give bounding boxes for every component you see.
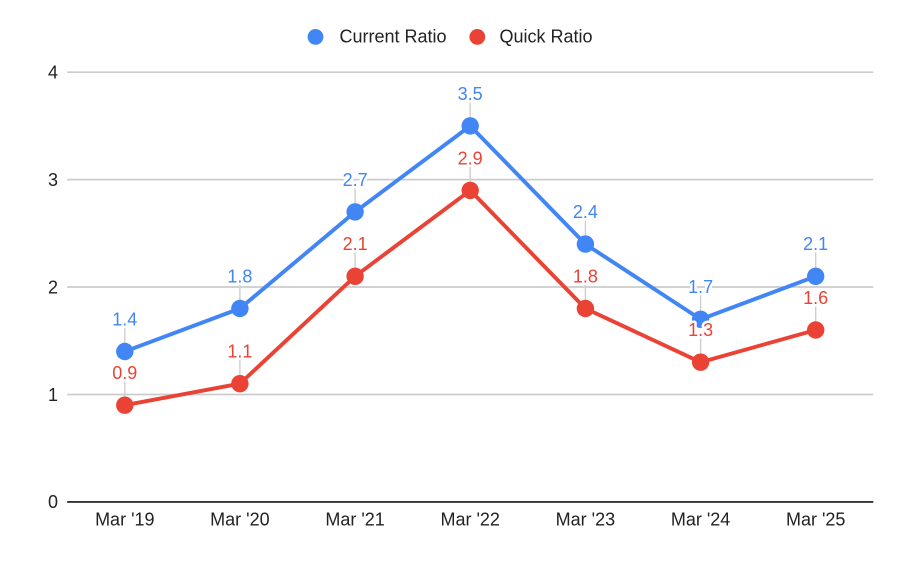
svg-text:Mar '24: Mar '24 [671, 509, 730, 529]
svg-text:Mar '21: Mar '21 [325, 509, 384, 529]
svg-text:1.1: 1.1 [227, 342, 252, 362]
svg-text:Mar '25: Mar '25 [786, 509, 845, 529]
svg-text:1.4: 1.4 [112, 309, 137, 329]
svg-text:0: 0 [48, 492, 58, 512]
svg-text:3: 3 [48, 170, 58, 190]
svg-text:Mar '20: Mar '20 [210, 509, 269, 529]
svg-text:Current Ratio: Current Ratio [340, 26, 447, 46]
svg-text:2.1: 2.1 [343, 234, 368, 254]
svg-text:1.8: 1.8 [573, 266, 598, 286]
svg-text:Mar '19: Mar '19 [95, 509, 154, 529]
svg-text:2.9: 2.9 [458, 148, 483, 168]
svg-text:2.7: 2.7 [343, 170, 368, 190]
svg-text:Mar '23: Mar '23 [556, 509, 615, 529]
svg-text:Mar '22: Mar '22 [440, 509, 499, 529]
svg-text:1.3: 1.3 [688, 320, 713, 340]
svg-text:1.8: 1.8 [227, 266, 252, 286]
svg-text:2.4: 2.4 [573, 202, 598, 222]
svg-text:1.6: 1.6 [803, 288, 828, 308]
svg-text:2.1: 2.1 [803, 234, 828, 254]
svg-text:2: 2 [48, 277, 58, 297]
svg-text:1: 1 [48, 385, 58, 405]
svg-text:1.7: 1.7 [688, 277, 713, 297]
svg-text:4: 4 [48, 63, 58, 83]
svg-text:0.9: 0.9 [112, 363, 137, 383]
svg-text:3.5: 3.5 [458, 84, 483, 104]
svg-text:Quick Ratio: Quick Ratio [500, 26, 593, 46]
